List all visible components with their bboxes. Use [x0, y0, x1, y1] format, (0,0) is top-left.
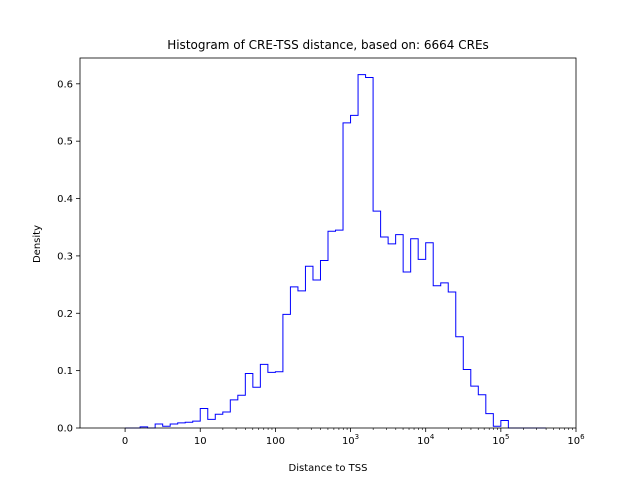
x-tick-label: 100 — [266, 436, 285, 447]
y-tick-label: 0.0 — [57, 424, 73, 435]
histogram-series-0 — [125, 74, 546, 429]
y-tick-label: 0.3 — [57, 251, 73, 262]
chart-title: Histogram of CRE-TSS distance, based on:… — [167, 38, 489, 52]
x-tick-label: 10 — [194, 436, 207, 447]
y-tick-label: 0.5 — [57, 137, 73, 148]
x-axis-label: Distance to TSS — [289, 463, 368, 474]
x-tick-label: 106 — [567, 433, 585, 447]
x-tick-label: 105 — [492, 433, 509, 447]
x-tick-label: 103 — [342, 433, 359, 447]
y-axis-label: Density — [32, 225, 43, 263]
x-tick-label: 104 — [417, 433, 435, 447]
y-tick-label: 0.6 — [57, 79, 73, 90]
y-tick-label: 0.2 — [57, 309, 73, 320]
y-tick-label: 0.4 — [57, 194, 73, 205]
x-tick-label: 0 — [122, 436, 128, 447]
y-tick-label: 0.1 — [57, 366, 73, 377]
plot-area: 0 10 100 103 104 105 106 0.0 0.1 0.2 0.3 0.4 0.5 0.6 — [57, 57, 585, 447]
